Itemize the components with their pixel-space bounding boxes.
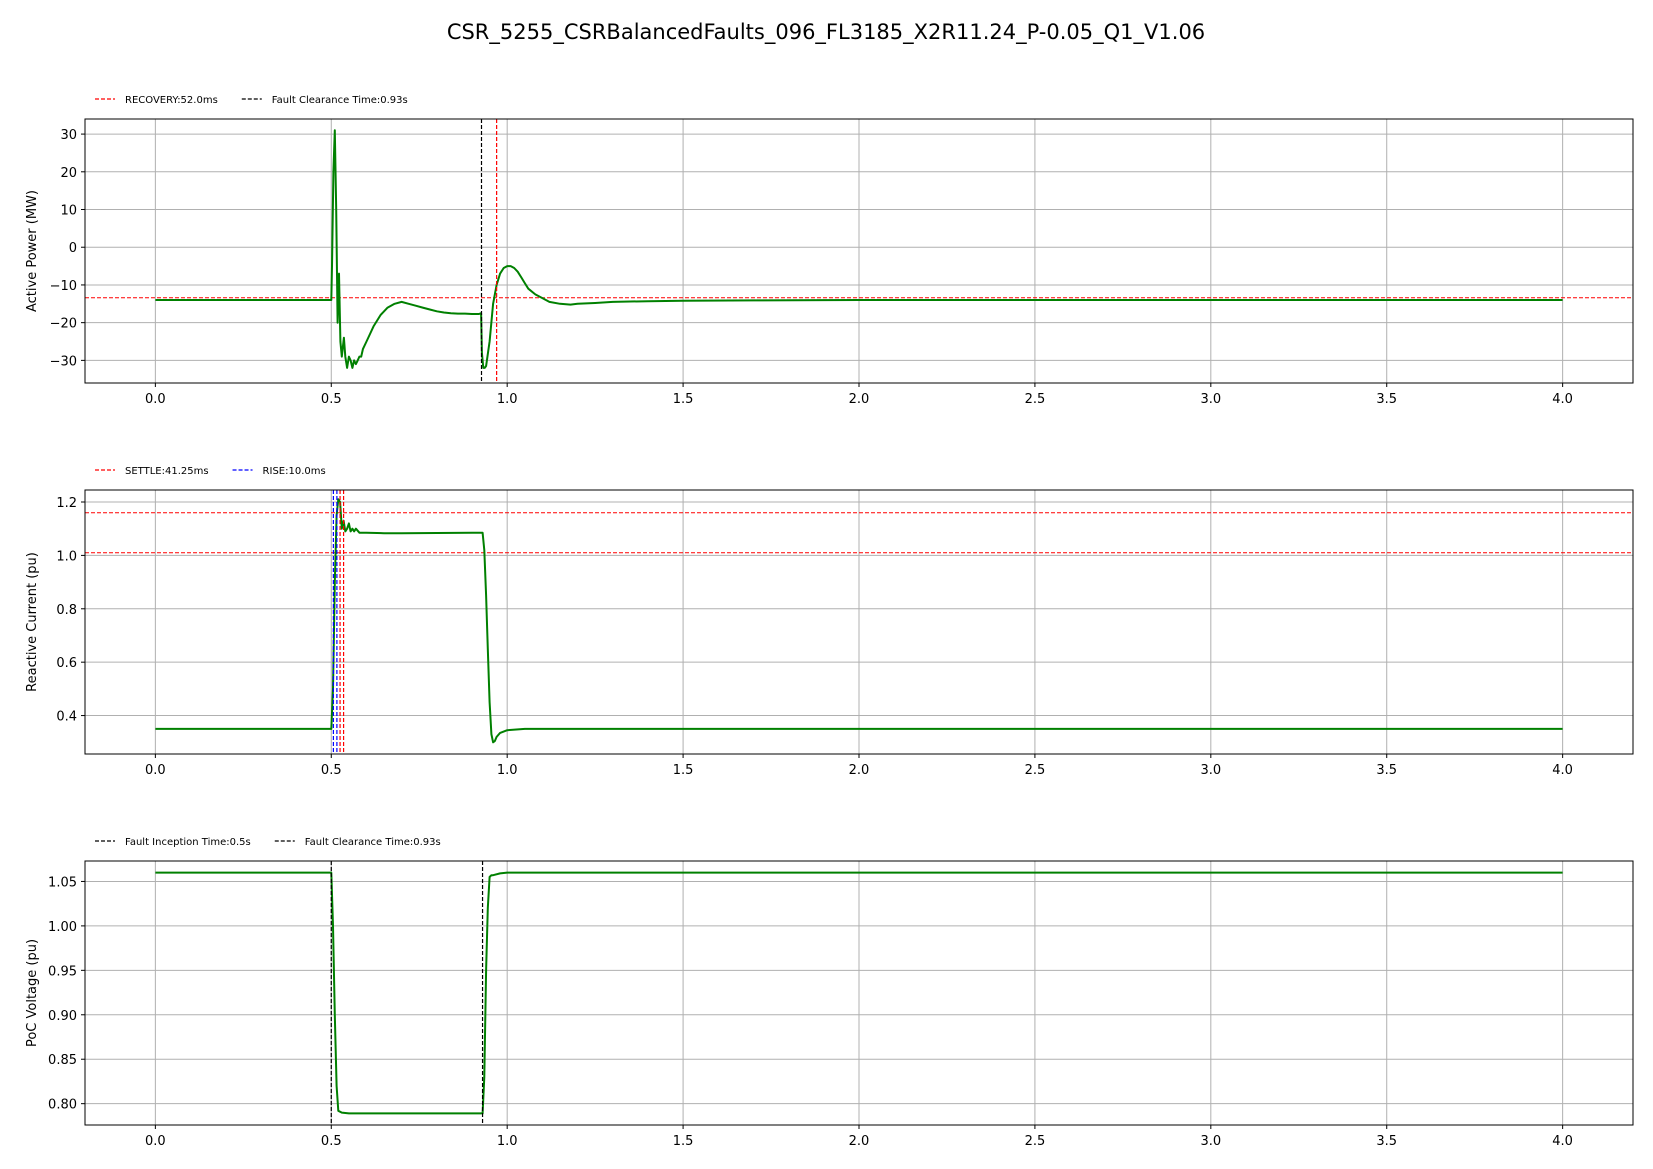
active-power-x-tick-label: 2.0 [849,392,870,407]
reactive-current-panel: 0.0 0.5 1.0 1.5 2.0 2.5 3.0 3.5 4.0 0.4 0.6 0.8 1.0 1… [25,466,1634,778]
poc-voltage-y-tick-label: 1.00 [48,920,77,935]
active-power-y-tick-label: 30 [60,128,77,143]
poc-voltage-x-tick-label: 3.0 [1200,1134,1221,1149]
active-power-x-tick-label: 0.0 [145,392,166,407]
reactive-current-x-tick-label: 1.0 [497,763,518,778]
poc-voltage-x-tick-label: 3.5 [1376,1134,1397,1149]
active-power-x-tick-label: 1.0 [497,392,518,407]
reactive-current-x-tick-label: 4.0 [1552,763,1573,778]
reactive-current-y-tick-label: 1.2 [56,496,77,511]
active-power-x-tick-label: 0.5 [321,392,342,407]
reactive-current-x-tick-label: 2.0 [849,763,870,778]
poc-voltage-x-tick-label: 2.5 [1025,1134,1046,1149]
active-power-x-tick-label: 1.5 [673,392,694,407]
active-power-y-tick-label: −10 [50,279,77,294]
reactive-current-y-tick-label: 0.8 [56,603,77,618]
reactive-current-x-tick-label: 1.5 [673,763,694,778]
poc-voltage-x-tick-label: 2.0 [849,1134,870,1149]
poc-voltage-x-tick-label: 0.5 [321,1134,342,1149]
poc-voltage-y-tick-label: 1.05 [48,875,77,890]
poc-voltage-legend-label: Fault Clearance Time:0.93s [305,837,441,848]
reactive-current-legend-label: RISE:10.0ms [263,466,326,477]
poc-voltage-y-axis-label: PoC Voltage (pu) [25,939,40,1047]
poc-voltage-x-tick-label: 0.0 [145,1134,166,1149]
reactive-current-x-tick-label: 3.0 [1200,763,1221,778]
poc-voltage-y-tick-label: 0.95 [48,964,77,979]
poc-voltage-x-tick-label: 4.0 [1552,1134,1573,1149]
active-power-y-tick-label: −30 [50,354,77,369]
reactive-current-x-tick-label: 2.5 [1025,763,1046,778]
reactive-current-series-line [155,498,1563,744]
active-power-panel: 0.0 0.5 1.0 1.5 2.0 2.5 3.0 3.5 4.0 −30 −20 −10 0 10 2… [25,95,1634,407]
reactive-current-plot-frame [84,489,1634,755]
reactive-current-y-tick-label: 0.4 [56,710,77,725]
active-power-legend-label: Fault Clearance Time:0.93s [272,95,408,106]
reactive-current-y-tick-label: 0.6 [56,656,77,671]
poc-voltage-y-tick-label: 0.80 [48,1098,77,1113]
reactive-current-y-axis-label: Reactive Current (pu) [25,552,40,692]
reactive-current-x-tick-label: 3.5 [1376,763,1397,778]
poc-voltage-y-tick-label: 0.90 [48,1009,77,1024]
figure-title: CSR_5255_CSRBalancedFaults_096_FL3185_X2… [447,20,1205,45]
active-power-legend-label: RECOVERY:52.0ms [125,95,218,106]
poc-voltage-series-line [155,871,1563,1115]
active-power-y-tick-label: 10 [60,204,77,219]
active-power-y-axis-label: Active Power (MW) [25,190,40,312]
active-power-y-tick-label: 0 [69,241,77,256]
active-power-x-tick-label: 4.0 [1552,392,1573,407]
reactive-current-x-tick-label: 0.0 [145,763,166,778]
poc-voltage-plot-frame [84,860,1634,1126]
reactive-current-legend-label: SETTLE:41.25ms [125,466,209,477]
poc-voltage-x-tick-label: 1.0 [497,1134,518,1149]
active-power-x-tick-label: 2.5 [1025,392,1046,407]
active-power-x-tick-label: 3.0 [1200,392,1221,407]
active-power-y-tick-label: 20 [60,166,77,181]
active-power-y-tick-label: −20 [50,317,77,332]
reactive-current-y-tick-label: 1.0 [56,549,77,564]
active-power-series-line [155,129,1563,369]
poc-voltage-x-tick-label: 1.5 [673,1134,694,1149]
reactive-current-x-tick-label: 0.5 [321,763,342,778]
active-power-plot-frame [84,118,1634,384]
active-power-x-tick-label: 3.5 [1376,392,1397,407]
poc-voltage-panel: 0.0 0.5 1.0 1.5 2.0 2.5 3.0 3.5 4.0 0.80 0.85 0.90 0… [25,837,1634,1149]
poc-voltage-y-tick-label: 0.85 [48,1053,77,1068]
poc-voltage-legend-label: Fault Inception Time:0.5s [125,837,251,848]
